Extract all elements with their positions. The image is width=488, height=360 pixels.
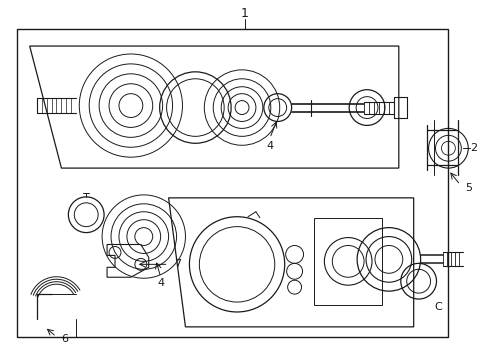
Text: 7: 7 <box>174 259 182 269</box>
Text: 4: 4 <box>157 278 164 288</box>
Text: 6: 6 <box>61 334 68 344</box>
Text: C: C <box>434 302 442 312</box>
Text: 4: 4 <box>265 141 273 151</box>
Bar <box>314 218 381 305</box>
Text: 1: 1 <box>241 7 248 20</box>
Text: 5: 5 <box>464 183 471 193</box>
Text: 2: 2 <box>469 143 476 153</box>
